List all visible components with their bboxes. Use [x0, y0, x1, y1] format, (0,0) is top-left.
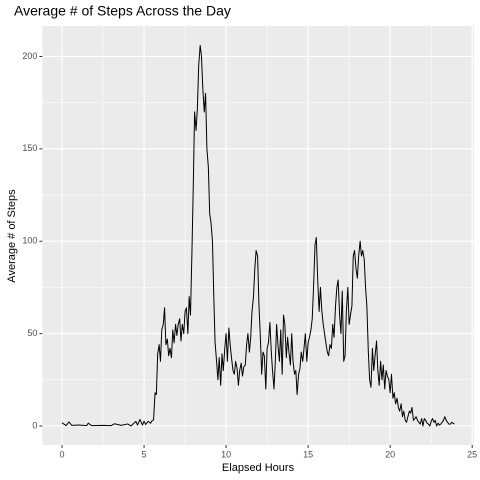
x-axis-title: Elapsed Hours — [222, 462, 295, 474]
y-tick-label: 200 — [22, 51, 37, 61]
x-tick-label: 0 — [60, 449, 65, 459]
x-tick-label: 5 — [142, 449, 147, 459]
x-tick-label: 10 — [221, 449, 231, 459]
x-tick-label: 15 — [303, 449, 313, 459]
y-tick-label: 150 — [22, 143, 37, 153]
chart-title: Average # of Steps Across the Day — [14, 3, 231, 19]
x-tick-label: 20 — [385, 449, 395, 459]
plot-background — [42, 26, 475, 445]
y-tick-label: 0 — [32, 420, 37, 430]
data-line — [61, 44, 455, 427]
y-axis-title: Average # of Steps — [6, 189, 18, 283]
y-tick-label: 50 — [27, 328, 37, 338]
x-tick-label: 25 — [467, 449, 477, 459]
y-tick-label: 100 — [22, 236, 37, 246]
